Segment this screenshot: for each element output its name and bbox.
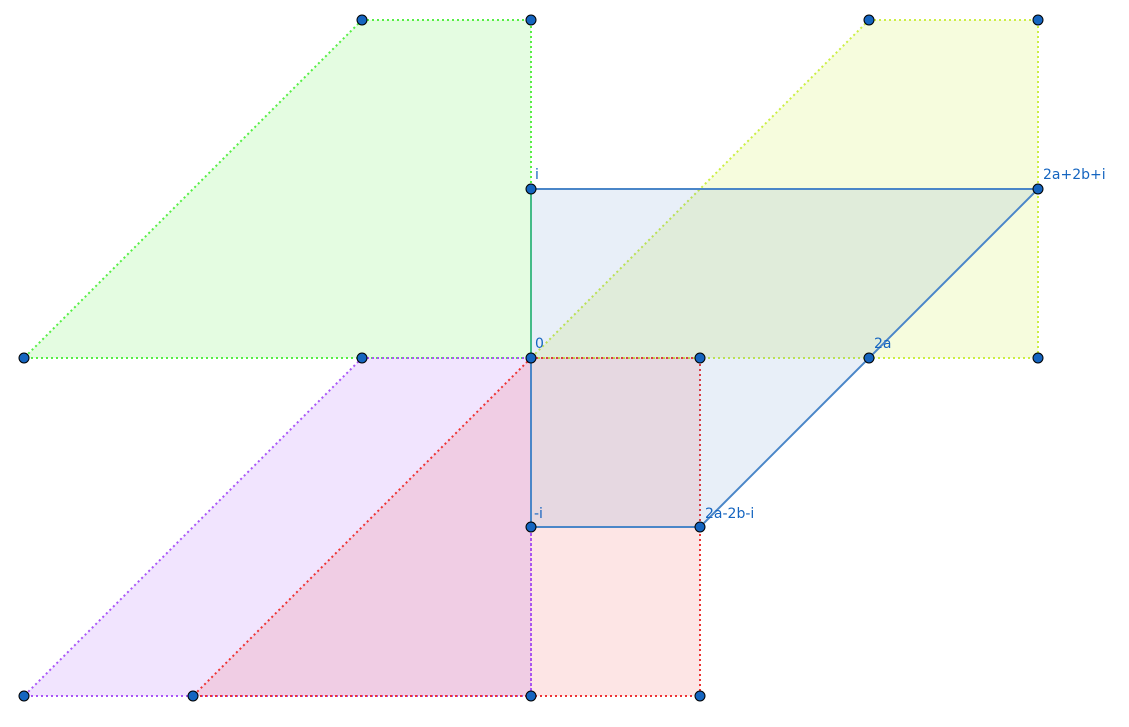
point[interactable]	[863, 14, 875, 26]
point[interactable]	[525, 14, 537, 26]
label-2a: 2a	[874, 336, 892, 352]
point[interactable]	[694, 352, 706, 364]
point[interactable]	[18, 352, 30, 364]
point-minus-i[interactable]	[525, 521, 537, 533]
point-2a-minus-2b-minus-i[interactable]	[694, 521, 706, 533]
label-2a-minus-2b-minus-i: 2a-2b-i	[705, 506, 754, 522]
point[interactable]	[1032, 14, 1044, 26]
point-0[interactable]	[525, 352, 537, 364]
point[interactable]	[187, 690, 199, 702]
label-i: i	[535, 167, 539, 183]
point[interactable]	[1032, 352, 1044, 364]
point[interactable]	[356, 352, 368, 364]
point[interactable]	[525, 690, 537, 702]
point-2a-plus-2b-plus-i[interactable]	[1032, 183, 1044, 195]
points	[18, 14, 1044, 702]
label-2a-plus-2b-plus-i: 2a+2b+i	[1043, 167, 1106, 183]
label-minus-i: -i	[534, 506, 543, 522]
point[interactable]	[694, 690, 706, 702]
label-0: 0	[535, 336, 544, 352]
point-2a[interactable]	[863, 352, 875, 364]
green-trapezoid	[21, 19, 532, 359]
point[interactable]	[356, 14, 368, 26]
point-i[interactable]	[525, 183, 537, 195]
point[interactable]	[18, 690, 30, 702]
